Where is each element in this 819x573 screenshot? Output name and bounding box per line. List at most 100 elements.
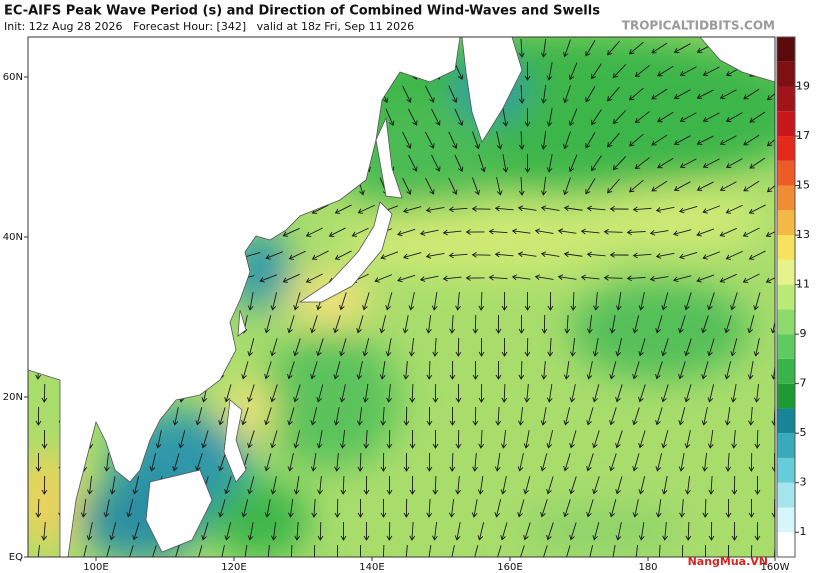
- wave-arrow: [719, 181, 737, 192]
- wave-arrow: [333, 315, 341, 334]
- wave-arrow: [702, 498, 709, 518]
- wave-arrow: [109, 522, 117, 541]
- wave-arrow: [546, 476, 554, 495]
- wave-arrow: [612, 545, 616, 557]
- wave-arrow: [496, 131, 503, 150]
- colorbar-segment: [777, 457, 795, 483]
- colorbar-label: 15: [796, 179, 810, 192]
- wave-arrow: [494, 499, 502, 518]
- wave-arrow: [149, 453, 157, 472]
- wave-arrow: [609, 499, 617, 518]
- wave-arrow: [580, 228, 600, 235]
- wave-arrow: [607, 40, 620, 56]
- wave-arrow: [569, 522, 577, 541]
- wave-arrow: [488, 228, 508, 235]
- wave-arrow: [638, 338, 646, 357]
- wave-arrow: [380, 406, 387, 426]
- colorbar-label: 17: [796, 129, 810, 142]
- wave-arrow: [356, 361, 363, 380]
- wave-arrow: [615, 522, 622, 541]
- wave-arrow: [270, 292, 278, 311]
- wave-arrow: [333, 407, 340, 426]
- wave-arrow: [568, 108, 578, 127]
- wave-arrow: [328, 227, 346, 237]
- wave-arrow: [592, 522, 600, 541]
- wave-arrow: [696, 89, 714, 99]
- wave-arrow: [363, 521, 370, 541]
- wave-arrow: [419, 229, 439, 236]
- wave-arrow: [478, 383, 485, 403]
- wave-arrow: [419, 275, 439, 282]
- wave-arrow: [494, 453, 501, 472]
- wave-arrow: [357, 204, 375, 214]
- wave-arrow: [634, 157, 650, 170]
- wave-arrow: [731, 475, 738, 495]
- wave-arrow: [472, 406, 479, 426]
- wave-arrow: [35, 406, 42, 426]
- colorbar-segment: [777, 86, 795, 112]
- wave-arrow: [477, 522, 485, 541]
- wave-arrow: [178, 430, 186, 449]
- wave-arrow: [592, 384, 600, 403]
- wave-arrow: [632, 206, 652, 213]
- wave-arrow: [540, 499, 548, 518]
- wave-arrow: [701, 315, 709, 334]
- wave-arrow: [221, 545, 225, 557]
- wave-arrow: [678, 361, 686, 380]
- wave-arrow: [657, 111, 674, 123]
- wave-arrow: [540, 131, 547, 150]
- wave-arrow: [749, 157, 766, 169]
- wave-arrow: [363, 475, 370, 495]
- wave-arrow: [724, 407, 731, 426]
- wave-arrow: [357, 407, 363, 426]
- wave-arrow: [357, 498, 364, 518]
- wave-arrow: [290, 544, 293, 557]
- wave-arrow: [311, 498, 318, 518]
- wave-arrow: [465, 229, 485, 235]
- wave-arrow: [570, 338, 576, 357]
- wave-arrow: [702, 158, 720, 168]
- wave-arrow: [293, 430, 301, 449]
- colorbar-label: 9: [800, 327, 807, 340]
- wave-arrow: [362, 384, 369, 403]
- wave-arrow: [524, 383, 530, 403]
- colorbar-segment: [777, 383, 795, 409]
- wave-arrow: [511, 228, 531, 235]
- wave-arrow: [403, 252, 422, 260]
- wave-arrow: [270, 384, 278, 403]
- wave-arrow: [632, 453, 640, 472]
- wave-arrow: [501, 430, 507, 449]
- wave-arrow: [247, 430, 255, 449]
- wave-arrow: [638, 430, 646, 449]
- wave-arrow: [500, 476, 507, 495]
- wave-arrow: [374, 274, 393, 283]
- wave-arrow: [569, 476, 577, 495]
- wave-arrow: [626, 229, 646, 236]
- wave-arrow: [592, 430, 600, 449]
- wave-arrow: [540, 407, 547, 426]
- wave-field: [28, 37, 775, 557]
- wave-arrow: [546, 430, 554, 449]
- wave-arrow: [465, 275, 485, 281]
- wave-arrow: [679, 252, 698, 260]
- wave-arrow: [540, 205, 560, 212]
- wave-arrow: [753, 338, 760, 357]
- wave-arrow: [540, 251, 560, 258]
- colorbar-segment: [777, 210, 795, 236]
- wave-arrow: [472, 177, 481, 196]
- wave-arrow: [351, 227, 369, 237]
- wave-arrow: [241, 499, 249, 518]
- wave-arrow: [511, 274, 531, 281]
- lon-label: 120E: [221, 562, 246, 573]
- colorbar-label: 7: [800, 377, 807, 390]
- wave-arrow: [743, 180, 760, 192]
- wave-arrow: [609, 252, 629, 258]
- wave-arrow: [397, 274, 416, 283]
- wave-arrow: [728, 544, 730, 557]
- wave-arrow: [702, 453, 708, 472]
- wave-arrow: [563, 85, 571, 104]
- wave-arrow: [661, 384, 669, 403]
- wave-arrow: [742, 273, 760, 283]
- wave-arrow: [287, 315, 295, 334]
